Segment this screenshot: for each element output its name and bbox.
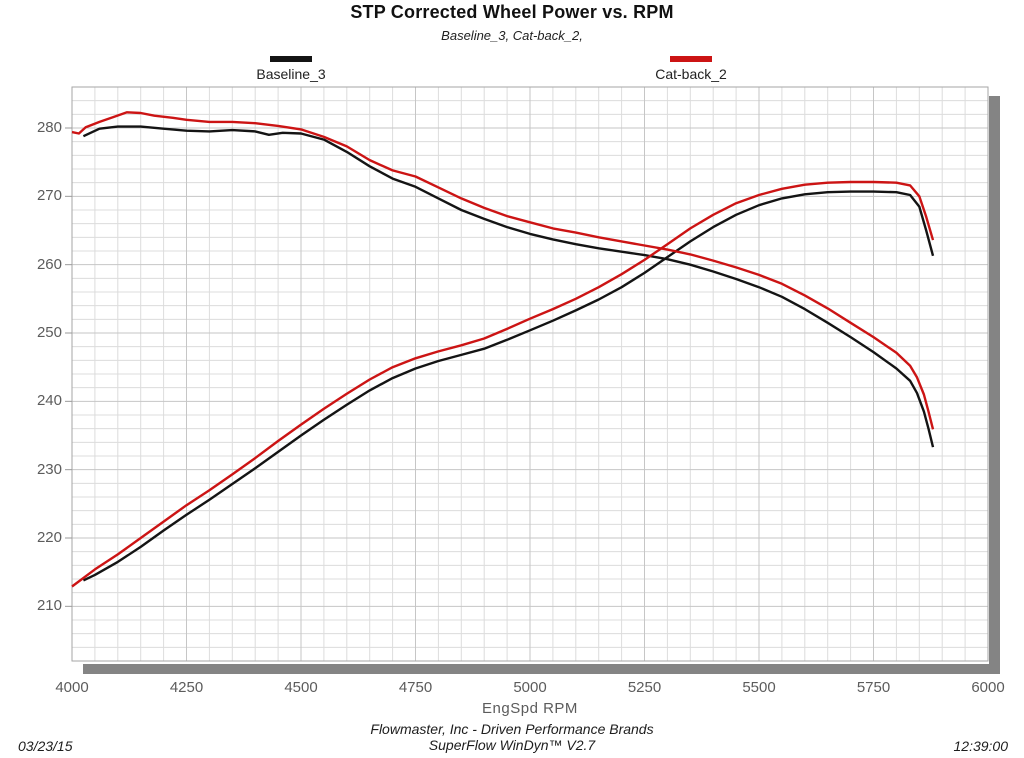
y-tick-label: 270 <box>36 187 62 205</box>
cat-back-2-color-swatch <box>670 56 712 62</box>
plot-border <box>71 86 989 662</box>
footer-software: SuperFlow WinDyn™ V2.7 <box>428 737 596 753</box>
series-line-cat-back-2-upper <box>71 111 935 430</box>
legend-entry-baseline-3: Baseline_3 <box>231 56 351 84</box>
footer-time: 12:39:00 <box>953 738 1009 754</box>
y-tick-label: 240 <box>36 392 62 410</box>
legend-label-cat-back-2: Cat-back_2 <box>655 66 727 82</box>
plot-shadow-right <box>989 96 1000 674</box>
plot-area <box>65 86 989 662</box>
x-tick-label: 5000 <box>513 679 547 696</box>
x-tick-label: 6000 <box>971 679 1005 696</box>
y-tick-label: 280 <box>36 119 62 136</box>
chart-subtitle: Baseline_3, Cat-back_2, <box>441 28 583 43</box>
series-line-baseline-3-lower <box>82 190 935 582</box>
y-tick-label: 230 <box>36 460 62 478</box>
x-tick-label: 5250 <box>627 679 662 696</box>
x-tick-label: 4250 <box>169 679 204 696</box>
x-tick-label: 4750 <box>398 679 433 696</box>
plot-shadow-bottom <box>83 664 1000 674</box>
y-tick-label: 210 <box>36 597 62 615</box>
chart-title: STP Corrected Wheel Power vs. RPM <box>350 2 674 22</box>
x-tick-label: 4000 <box>55 679 89 696</box>
y-tick-label: 260 <box>36 255 62 273</box>
series-line-cat-back-2-lower <box>71 180 935 588</box>
x-axis-title: EngSpd RPM <box>482 700 578 717</box>
x-tick-label: 5500 <box>742 679 776 696</box>
baseline-3-color-swatch <box>270 56 312 62</box>
legend-label-baseline-3: Baseline_3 <box>256 66 326 82</box>
chart-canvas <box>65 86 989 662</box>
footer-date: 03/23/15 <box>18 738 73 754</box>
x-tick-label: 4500 <box>284 679 318 696</box>
y-tick-label: 220 <box>36 529 62 546</box>
x-tick-label: 5750 <box>856 679 891 696</box>
series-line-baseline-3-upper <box>82 125 935 448</box>
y-tick-label: 250 <box>36 324 62 341</box>
footer-company: Flowmaster, Inc - Driven Performance Bra… <box>370 721 654 737</box>
legend-entry-cat-back-2: Cat-back_2 <box>631 56 751 84</box>
